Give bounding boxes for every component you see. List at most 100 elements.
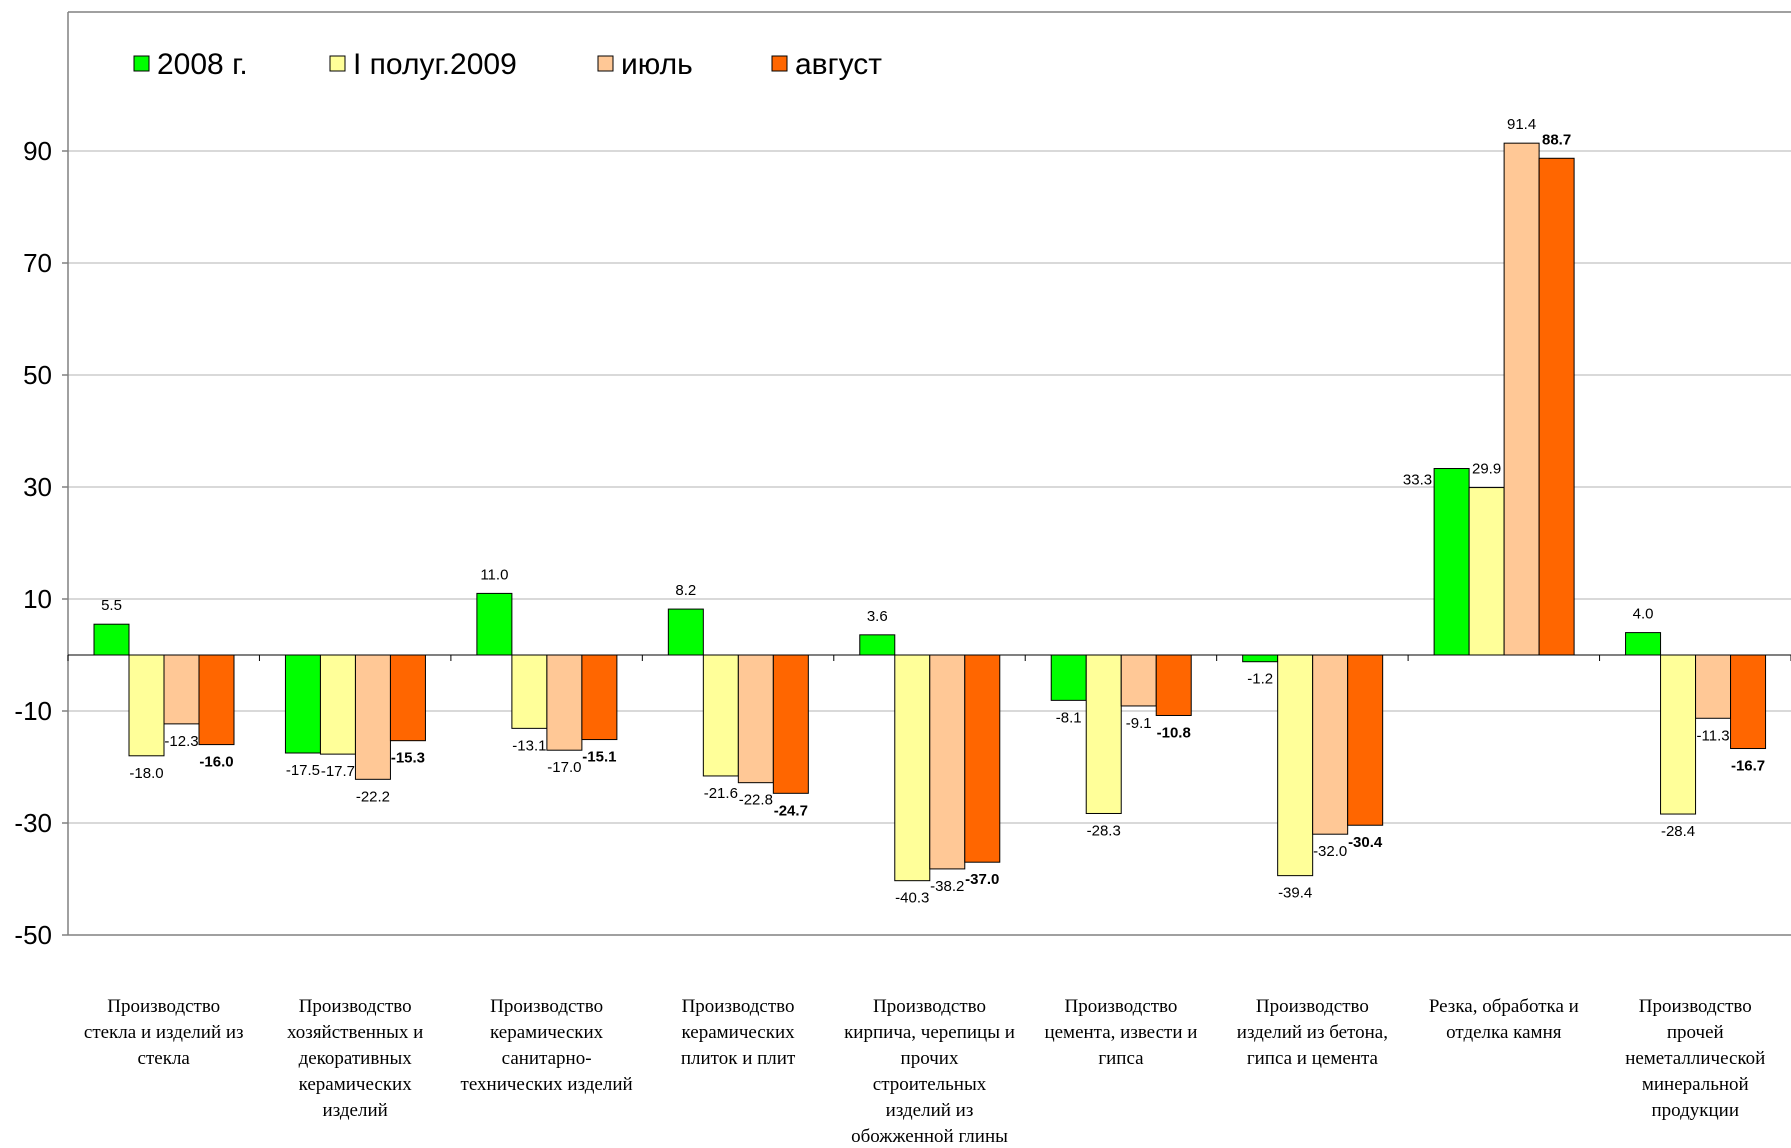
legend-label: I полуг.2009 bbox=[353, 48, 517, 81]
data-label: 88.7 bbox=[1542, 131, 1571, 148]
bar bbox=[1312, 654, 1349, 835]
legend-label: август bbox=[795, 48, 882, 81]
x-category-label-line: неметаллической bbox=[1625, 1048, 1765, 1069]
data-label: -17.0 bbox=[547, 759, 581, 776]
bar bbox=[894, 654, 931, 882]
legend-label: июль bbox=[621, 48, 693, 81]
bar bbox=[1085, 654, 1122, 814]
data-label: -10.8 bbox=[1157, 724, 1191, 741]
x-category-label-line: прочей bbox=[1667, 1022, 1724, 1043]
x-category-label-line: Производство bbox=[490, 996, 603, 1017]
x-category-label-line: керамических bbox=[490, 1022, 604, 1043]
x-category-label-line: продукции bbox=[1652, 1100, 1740, 1121]
data-label: -18.0 bbox=[129, 765, 163, 782]
data-label: 5.5 bbox=[101, 597, 122, 614]
bar bbox=[284, 654, 321, 754]
bar bbox=[319, 654, 356, 755]
x-category-label-line: Производство bbox=[299, 996, 412, 1017]
legend-swatch bbox=[329, 55, 346, 72]
x-category-label-line: Производство bbox=[873, 996, 986, 1017]
data-label: -40.3 bbox=[895, 890, 929, 907]
bar bbox=[1242, 654, 1279, 663]
data-label: -17.5 bbox=[286, 762, 320, 779]
data-label: -16.0 bbox=[199, 754, 233, 771]
bar bbox=[1730, 654, 1767, 750]
data-label: -28.3 bbox=[1087, 822, 1121, 839]
x-category-label: Производство хозяйственных и декоративных к… bbox=[287, 996, 423, 1121]
x-category-label-line: гипса bbox=[1098, 1048, 1144, 1069]
x-category-label-line: отделка камня bbox=[1446, 1022, 1562, 1043]
bar bbox=[702, 654, 739, 777]
x-category-label: Производство кирпича, черепицы и прочих стр… bbox=[844, 996, 1015, 1147]
y-tick-label: -50 bbox=[14, 920, 52, 950]
bar bbox=[929, 654, 966, 870]
x-category-label-line: изделий из bbox=[886, 1100, 974, 1121]
data-label: -11.3 bbox=[1697, 727, 1730, 744]
x-category-label-line: Производство bbox=[1639, 996, 1752, 1017]
data-label: -8.1 bbox=[1056, 709, 1082, 726]
bar bbox=[354, 654, 391, 780]
bar bbox=[581, 654, 618, 741]
y-tick-label: -30 bbox=[14, 808, 52, 838]
data-label: 29.9 bbox=[1472, 461, 1501, 478]
legend-label: 2008 г. bbox=[157, 48, 248, 81]
data-label: -16.7 bbox=[1731, 758, 1765, 775]
x-category-label-line: керамических bbox=[682, 1022, 796, 1043]
bar bbox=[859, 634, 896, 656]
x-category-label: Производство керамических плиток и плит bbox=[681, 996, 796, 1069]
data-label: -30.4 bbox=[1348, 834, 1383, 851]
data-label: -37.0 bbox=[965, 871, 999, 888]
x-category-label-line: обожженной глины bbox=[851, 1126, 1008, 1147]
bar bbox=[1695, 654, 1732, 719]
x-category-label: Производство керамических санитарно-технич… bbox=[461, 996, 633, 1095]
bar bbox=[1538, 157, 1575, 656]
x-category-label-line: изделий bbox=[323, 1100, 388, 1121]
x-category-label-line: стекла и изделий из bbox=[84, 1022, 244, 1043]
x-category-label-line: декоративных bbox=[299, 1048, 413, 1069]
y-tick-label: 30 bbox=[23, 472, 52, 502]
bar bbox=[476, 592, 513, 656]
y-tick-label: -10 bbox=[14, 696, 52, 726]
x-category-label-line: цемента, извести и bbox=[1044, 1022, 1197, 1043]
bar bbox=[667, 608, 704, 656]
x-category-label-line: прочих bbox=[901, 1048, 959, 1069]
legend-swatch bbox=[597, 55, 614, 72]
bar bbox=[1120, 654, 1157, 707]
bar bbox=[1050, 654, 1087, 701]
y-tick-label: 50 bbox=[23, 360, 52, 390]
bar bbox=[93, 623, 130, 656]
x-category-label-line: хозяйственных и bbox=[287, 1022, 423, 1043]
data-label: -38.2 bbox=[930, 878, 964, 895]
data-label: -15.1 bbox=[582, 749, 616, 766]
y-tick-label: 90 bbox=[23, 136, 52, 166]
bar bbox=[128, 654, 165, 757]
x-category-label-line: Резка, обработка и bbox=[1429, 996, 1579, 1017]
bar bbox=[1468, 487, 1505, 656]
bar bbox=[737, 654, 774, 784]
data-label: -22.2 bbox=[356, 788, 390, 805]
x-category-label-line: санитарно- bbox=[502, 1048, 592, 1069]
data-label: -24.7 bbox=[774, 802, 808, 819]
y-tick-label: 70 bbox=[23, 248, 52, 278]
data-label: -21.6 bbox=[704, 785, 738, 802]
bar bbox=[546, 654, 583, 751]
bar bbox=[964, 654, 1001, 863]
data-label: -28.4 bbox=[1661, 823, 1695, 840]
x-category-label: Производство прочей неметаллической минерал… bbox=[1625, 996, 1765, 1121]
data-label: 11.0 bbox=[480, 566, 508, 583]
bar bbox=[1433, 468, 1470, 656]
data-label: -13.1 bbox=[512, 737, 546, 754]
data-label: 33.3 bbox=[1403, 472, 1432, 489]
bar bbox=[163, 654, 200, 725]
data-label: 3.6 bbox=[867, 608, 888, 625]
legend-swatch bbox=[771, 55, 788, 72]
y-tick-label: 10 bbox=[23, 584, 52, 614]
x-category-label: Резка, обработка и отделка камня bbox=[1429, 996, 1579, 1043]
x-category-label-line: кирпича, черепицы и bbox=[844, 1022, 1015, 1043]
x-category-label-line: стекла bbox=[138, 1048, 191, 1069]
x-category-label-line: плиток и плит bbox=[681, 1048, 796, 1069]
bar bbox=[772, 654, 809, 794]
data-label: 91.4 bbox=[1507, 116, 1536, 133]
x-category-label-line: Производство bbox=[682, 996, 795, 1017]
